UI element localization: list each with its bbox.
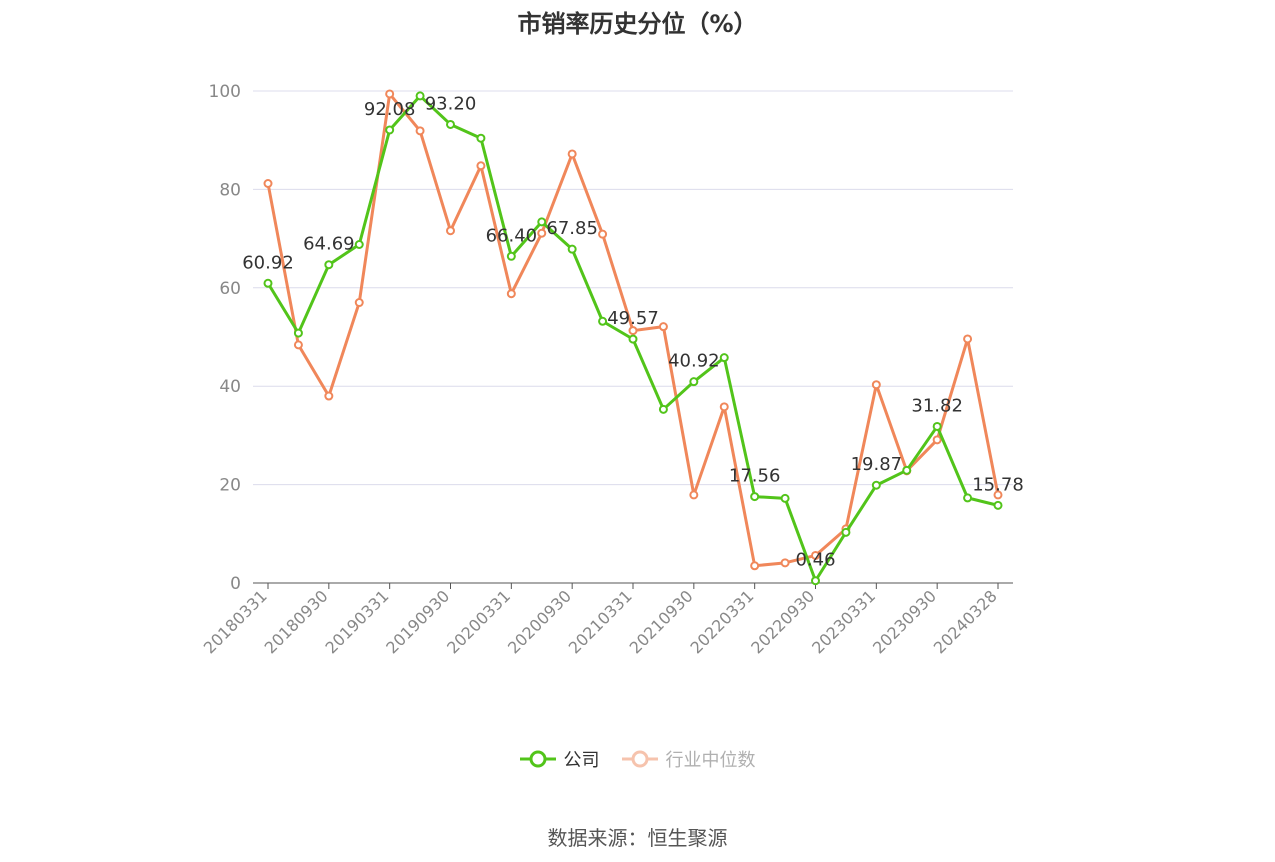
company-data-point	[963, 493, 973, 503]
legend-item-company[interactable]: 公司	[519, 746, 600, 772]
data-label: 60.92	[242, 252, 294, 273]
company-data-point	[446, 119, 455, 129]
industry-median-data-point	[324, 391, 334, 401]
industry-median-data-point	[871, 380, 881, 390]
x-tick-label: 20230331	[808, 586, 879, 657]
company-legend-icon	[519, 750, 556, 768]
chart-title: 市销率历史分位（%）	[517, 10, 758, 38]
x-tick-label: 20190930	[382, 586, 453, 657]
industry-median-data-point	[415, 126, 425, 136]
x-tick-label: 20190331	[321, 586, 392, 657]
company-data-point	[871, 480, 881, 490]
industry-median-data-point	[354, 298, 364, 308]
y-tick-label: 0	[230, 574, 241, 594]
y-tick-label: 80	[219, 180, 241, 200]
company-data-point	[293, 328, 303, 338]
x-tick-label: 20210930	[626, 586, 697, 657]
company-data-point	[689, 377, 699, 387]
data-label: 19.87	[851, 454, 903, 475]
data-label: 67.85	[546, 218, 598, 239]
x-tick-label: 20180331	[200, 586, 271, 657]
company-data-point	[537, 217, 547, 227]
x-tick-label: 20200930	[504, 586, 575, 657]
company-data-point	[658, 404, 668, 414]
industry-median-data-point	[932, 435, 942, 445]
y-tick-label: 60	[219, 279, 241, 299]
chart-legend: 公司 行业中位数	[0, 746, 1275, 772]
industry-median-data-point	[537, 228, 547, 238]
company-data-point	[263, 278, 273, 288]
data-source: 数据来源：恒生聚源	[547, 826, 728, 850]
data-label: 17.56	[729, 466, 781, 487]
company-data-point	[811, 576, 820, 586]
industry-median-data-point	[263, 178, 273, 188]
company-data-point	[628, 334, 638, 344]
industry-median-legend-icon	[621, 750, 658, 768]
company-data-point	[598, 316, 608, 326]
industry-median-data-point	[689, 490, 699, 500]
company-data-point	[324, 260, 334, 270]
industry-median-data-point	[385, 89, 395, 99]
x-tick-label: 20220930	[747, 586, 818, 657]
legend-label-industry-median: 行业中位数	[665, 750, 756, 771]
company-data-point	[719, 353, 729, 363]
y-tick-label: 40	[219, 377, 241, 397]
data-label: 64.69	[303, 234, 355, 255]
legend-label-company: 公司	[563, 750, 600, 771]
industry-median-data-point	[446, 226, 455, 236]
industry-median-data-point	[506, 289, 516, 299]
company-data-point	[567, 244, 577, 254]
industry-median-data-point	[476, 161, 486, 171]
industry-median-data-point	[293, 340, 303, 350]
company-data-point	[750, 492, 760, 502]
company-data-point	[385, 125, 395, 135]
data-label: 40.92	[668, 351, 720, 372]
industry-median-data-point	[628, 326, 638, 336]
company-data-point	[780, 493, 790, 503]
company-data-point	[932, 421, 942, 431]
industry-median-data-point	[993, 490, 1003, 500]
x-tick-label: 20180930	[261, 586, 332, 657]
company-data-point	[354, 240, 364, 250]
industry-median-data-point	[963, 334, 973, 344]
company-data-point	[506, 251, 516, 261]
y-tick-label: 100	[209, 82, 241, 102]
data-label: 93.20	[425, 93, 477, 114]
company-data-point	[993, 500, 1003, 510]
data-label: 92.08	[364, 99, 416, 120]
company-data-point	[415, 91, 425, 101]
x-tick-label: 20240328	[930, 586, 1001, 657]
industry-median-data-point	[719, 402, 729, 412]
industry-median-data-point	[567, 149, 577, 159]
data-label: 31.82	[911, 395, 963, 416]
y-tick-label: 20	[219, 476, 241, 496]
data-label: 0.46	[795, 550, 835, 571]
company-data-point	[841, 527, 851, 537]
x-tick-label: 20200331	[443, 586, 514, 657]
x-tick-label: 20230930	[869, 586, 940, 657]
industry-median-data-point	[780, 558, 790, 568]
data-label: 49.57	[607, 308, 659, 329]
industry-median-data-point	[658, 322, 668, 332]
industry-median-data-point	[811, 550, 820, 560]
x-tick-label: 20220331	[686, 586, 757, 657]
legend-item-industry-median[interactable]: 行业中位数	[621, 746, 756, 772]
data-label: 15.78	[972, 474, 1024, 495]
company-data-point	[476, 133, 486, 143]
data-label: 66.40	[486, 225, 538, 246]
company-data-point	[902, 465, 912, 475]
industry-median-data-point	[750, 561, 760, 571]
x-tick-label: 20210331	[565, 586, 636, 657]
industry-median-data-point	[598, 229, 608, 239]
